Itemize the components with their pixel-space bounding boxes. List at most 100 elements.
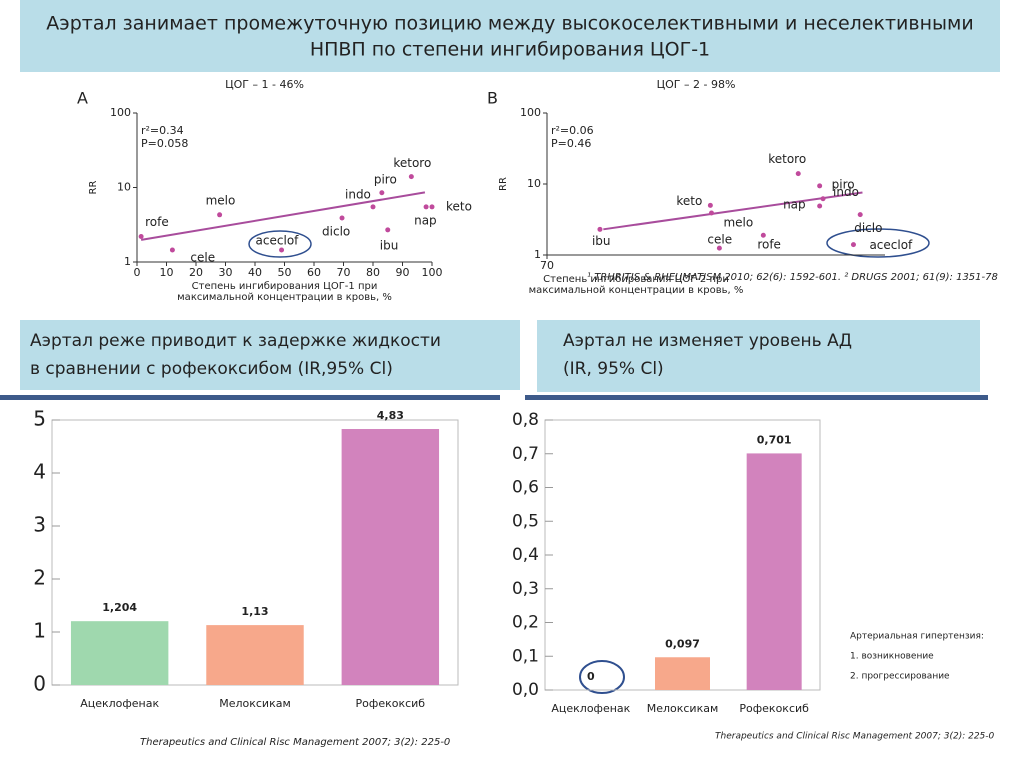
x-tick-label: Мелоксикам — [647, 702, 719, 715]
point-label: ketoro — [393, 156, 431, 170]
source: ¹ TRHRITIS & RHEUMATISM 2010; 62(6): 159… — [587, 272, 998, 283]
bar — [70, 621, 169, 685]
point — [850, 242, 856, 248]
value-label: 1,204 — [102, 601, 137, 614]
point-label: aceclof — [869, 238, 913, 252]
point — [217, 212, 223, 218]
y-tick-label: 0,3 — [512, 579, 539, 599]
point-label: nap — [783, 197, 806, 211]
x-tick-label: Мелоксикам — [219, 697, 291, 710]
divider — [0, 395, 500, 400]
y-tick-label: 4 — [33, 460, 46, 484]
point-label: cele — [707, 233, 732, 247]
text-box — [537, 320, 980, 392]
value-label: 0,097 — [665, 637, 700, 650]
point-label: diclo — [322, 224, 350, 238]
point — [408, 174, 414, 180]
box-text: в сравнении с рофекоксибом (IR,95% Cl) — [30, 359, 393, 379]
point — [795, 171, 801, 177]
header-box — [20, 0, 1000, 72]
y-tick-label: 0,2 — [512, 613, 539, 633]
point-label: keto — [446, 199, 472, 213]
point — [817, 203, 823, 209]
x-axis-label: максимальной концентрации в кровь, % — [177, 292, 392, 303]
y-axis-label: RR — [498, 177, 509, 191]
point-label: cele — [190, 250, 215, 264]
point — [820, 196, 826, 202]
x-tick-label: Рофекоксиб — [356, 697, 426, 710]
source: Therapeutics and Clinical Risc Managemen… — [140, 737, 450, 748]
point — [138, 233, 144, 239]
x-tick-label: 20 — [189, 266, 203, 279]
x-tick-label: 30 — [219, 266, 233, 279]
y-tick-label: 0,0 — [512, 680, 539, 700]
point — [339, 215, 345, 221]
point-label: ketoro — [768, 152, 806, 166]
value-label: 1,13 — [241, 605, 268, 618]
box-text: Аэртал реже приводит к задержке жидкости — [30, 331, 441, 351]
point — [169, 247, 175, 253]
y-tick-label: 1 — [33, 619, 46, 643]
divider — [525, 395, 988, 400]
point — [423, 204, 429, 210]
y-tick-label: 10 — [527, 177, 541, 190]
point-label: keto — [676, 194, 702, 208]
annotation: r²=0.34 — [141, 124, 184, 137]
chart-title: ЦОГ – 2 - 98% — [657, 78, 736, 91]
bar — [341, 429, 440, 685]
x-tick-label: 70 — [540, 259, 554, 272]
annotation: P=0.058 — [141, 137, 188, 150]
panel-letter: A — [77, 89, 88, 108]
point-label: piro — [374, 172, 397, 186]
y-tick-label: 1 — [534, 248, 541, 261]
note: 1. возникновение — [850, 652, 934, 662]
point — [817, 183, 823, 189]
x-tick-label: 10 — [160, 266, 174, 279]
point — [760, 232, 766, 238]
bar — [655, 657, 710, 690]
box-text: (IR, 95% Cl) — [563, 359, 664, 379]
point — [429, 204, 435, 210]
x-tick-label: 50 — [278, 266, 292, 279]
point-label: diclo — [854, 221, 882, 235]
trend-line — [603, 191, 863, 231]
annotation: P=0.46 — [551, 137, 591, 150]
text-box — [20, 320, 520, 390]
point — [279, 247, 285, 253]
point — [857, 212, 863, 218]
header-title: Аэртал занимает промежуточную позицию ме… — [46, 13, 973, 35]
x-tick-label: 90 — [396, 266, 410, 279]
trend-line — [140, 191, 426, 241]
highlight-ellipse — [826, 228, 930, 258]
point-label: melo — [723, 216, 753, 230]
y-tick-label: 10 — [117, 181, 131, 194]
y-tick-label: 3 — [33, 513, 46, 537]
bar — [746, 453, 802, 690]
x-tick-label: Рофекоксиб — [739, 702, 809, 715]
y-tick-label: 0,7 — [512, 444, 539, 464]
y-tick-label: 0,5 — [512, 511, 539, 531]
x-tick-label: 70 — [337, 266, 351, 279]
point — [597, 226, 603, 232]
header-title: НПВП по степени ингибирования ЦОГ-1 — [310, 39, 710, 61]
y-tick-label: 0,8 — [512, 410, 539, 430]
value-label: 0,701 — [757, 433, 792, 446]
point — [707, 202, 713, 208]
y-tick-label: 100 — [520, 106, 541, 119]
y-axis-label: RR — [88, 181, 99, 195]
x-tick-label: 100 — [422, 266, 443, 279]
point-label: ibu — [592, 234, 611, 248]
point — [370, 204, 376, 210]
panel-letter: B — [487, 89, 498, 108]
x-tick-label: 0 — [134, 266, 141, 279]
x-axis-label: Степень ингибирования ЦОГ-2 при — [543, 274, 729, 285]
annotation: r²=0.06 — [551, 124, 594, 137]
point-label: ibu — [380, 238, 399, 252]
point — [385, 227, 391, 233]
x-tick-label: 80 — [366, 266, 380, 279]
note: 2. прогрессирование — [850, 672, 950, 682]
point-label: rofe — [757, 238, 781, 252]
box-text: Аэртал не изменяет уровень АД — [563, 331, 852, 351]
point-label: nap — [414, 213, 437, 227]
